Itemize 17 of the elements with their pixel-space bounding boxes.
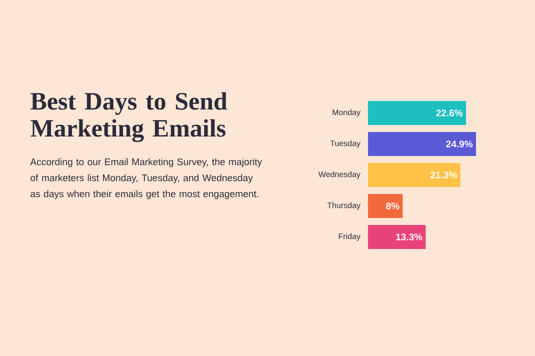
bar [368, 101, 466, 125]
bar [368, 194, 403, 218]
y-tick-label: Wednesday [318, 171, 360, 179]
bar [368, 225, 426, 249]
data-label: 21.3% [430, 172, 457, 178]
y-tick-label: Tuesday [330, 140, 360, 148]
y-tick-label: Thursday [327, 202, 360, 210]
bar [368, 132, 476, 156]
data-label: 8% [386, 202, 400, 210]
bar [368, 163, 460, 187]
data-label: 22.6% [436, 110, 463, 116]
data-label: 13.3% [396, 234, 422, 240]
y-tick-label: Monday [332, 109, 360, 117]
text: Best Days to Send Marketing Emails [30, 92, 228, 142]
y-tick-label: Friday [338, 233, 360, 241]
data-label: 24.9% [446, 140, 473, 148]
text: According to our Email Marketing Survey, the majority of marketers list Monday, Tuesday, and Wednesday as days when their emails get the most engagement. [30, 158, 262, 200]
